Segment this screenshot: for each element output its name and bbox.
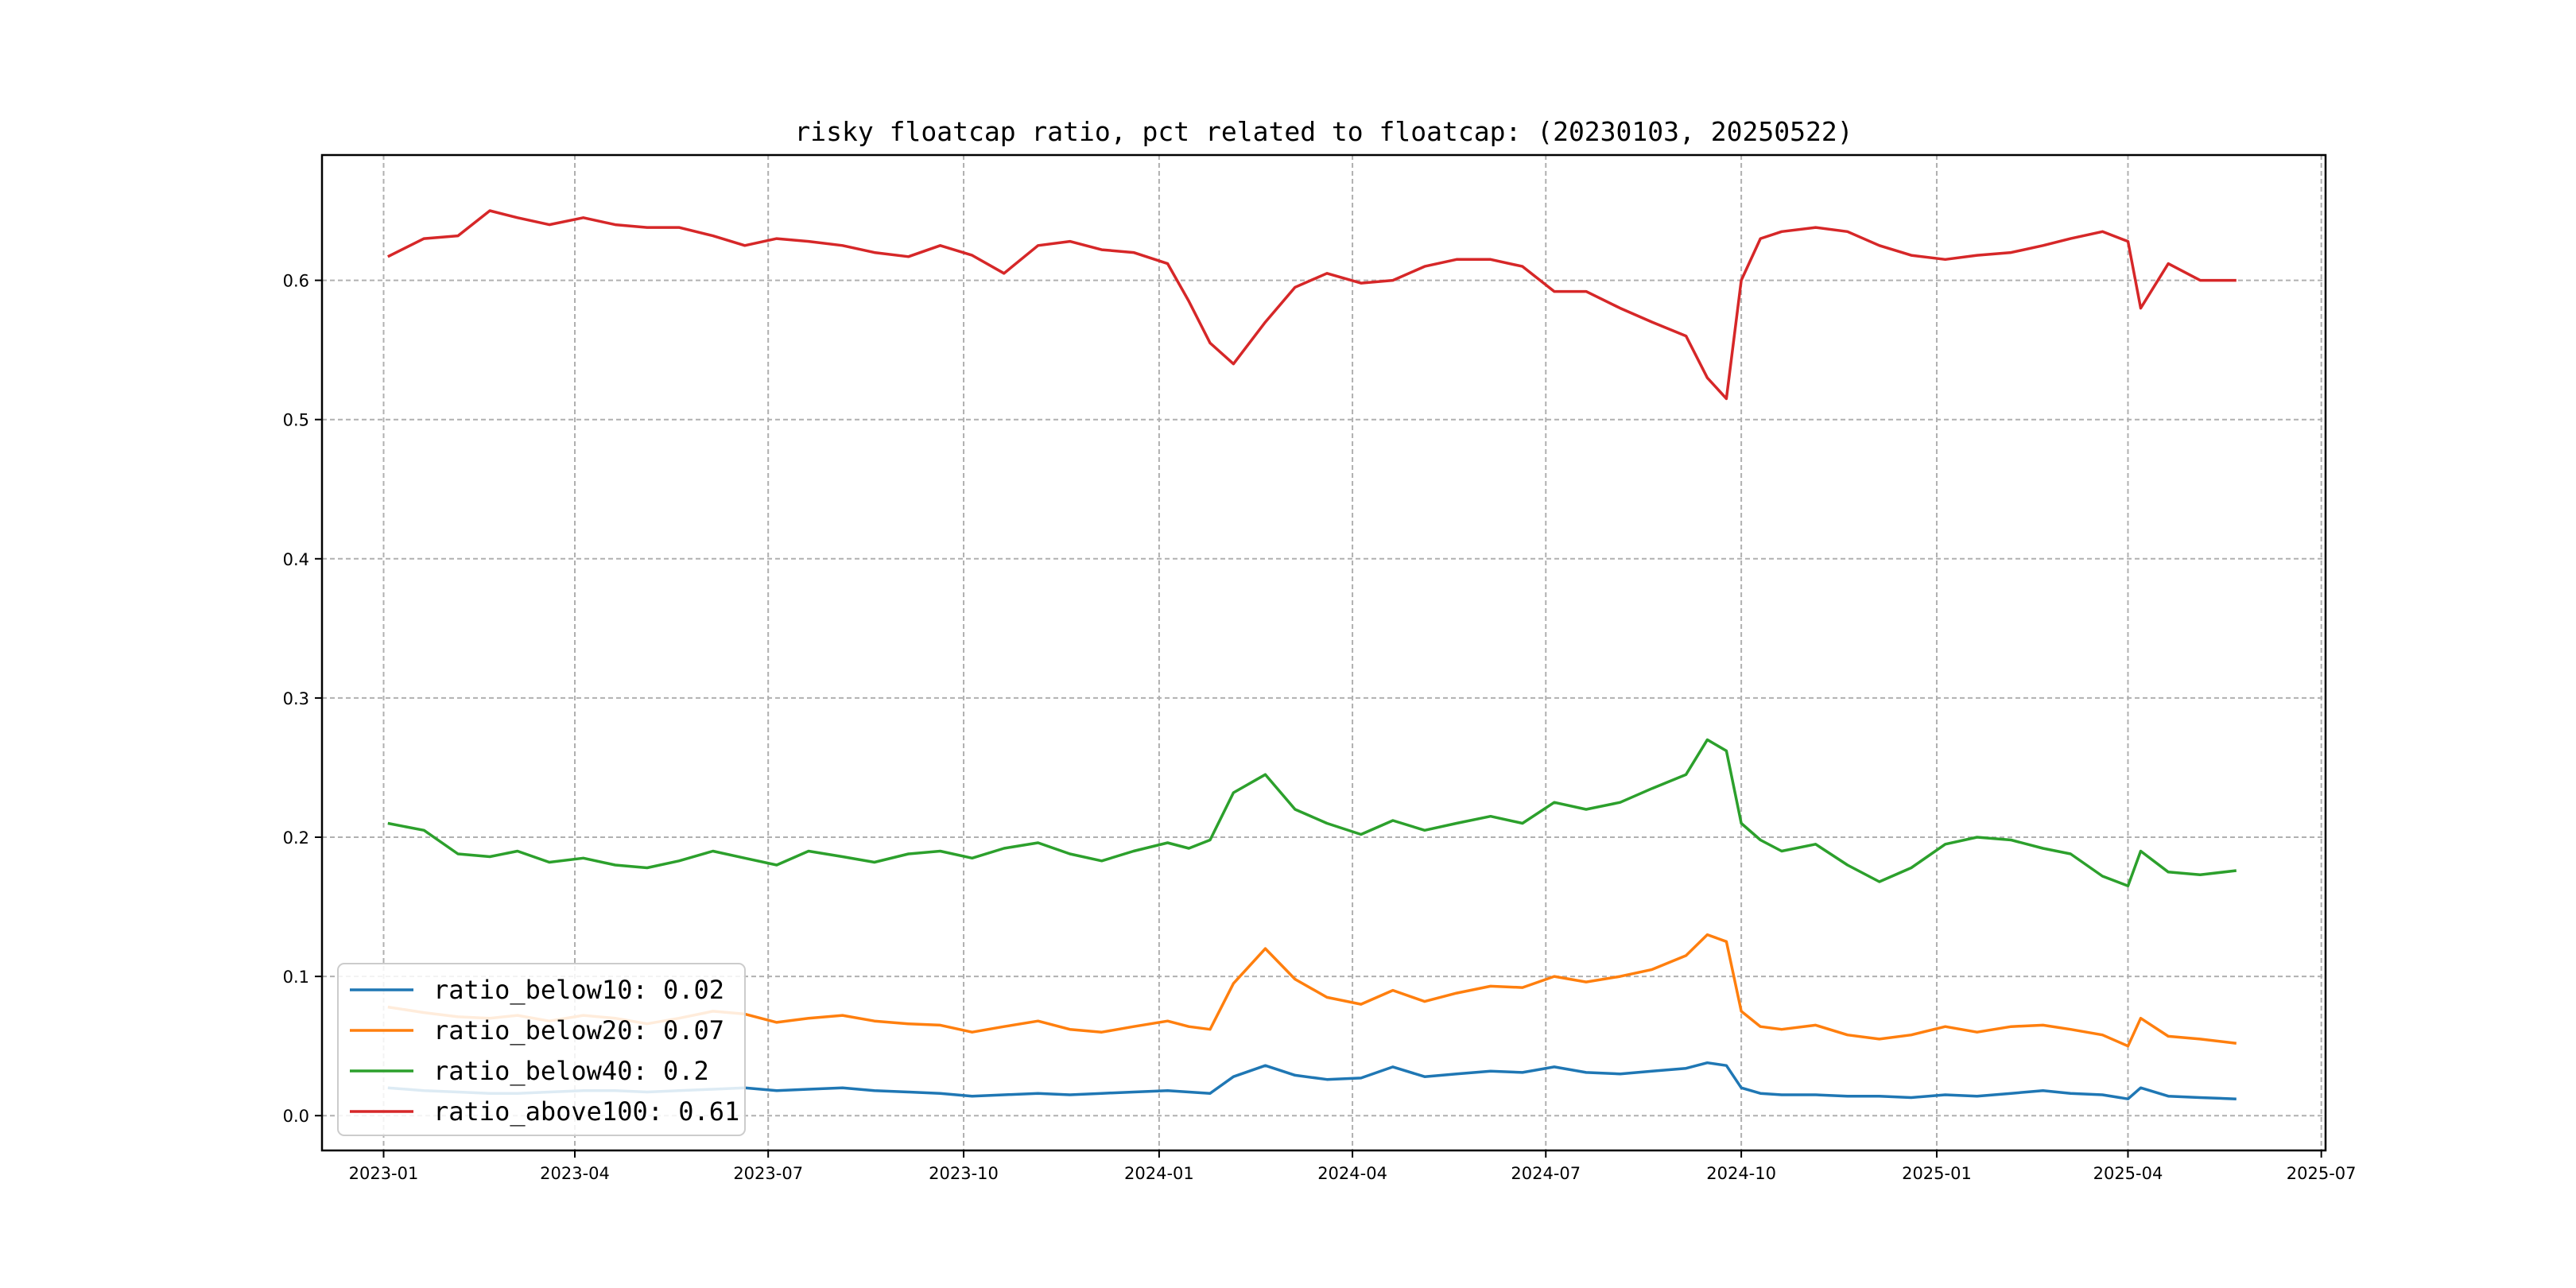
y-tick-label: 0.6 (283, 272, 309, 291)
x-tick-label: 2024-07 (1511, 1164, 1581, 1183)
chart-title: risky floatcap ratio, pct related to flo… (794, 116, 1852, 147)
y-tick-label: 0.4 (283, 550, 309, 569)
y-tick-label: 0.1 (283, 968, 309, 987)
legend-label: ratio_below40: 0.2 (433, 1056, 709, 1086)
y-tick-label: 0.0 (283, 1107, 309, 1126)
y-tick-label: 0.3 (283, 689, 309, 708)
plot-frame (320, 153, 2327, 1152)
legend-label: ratio_above100: 0.61 (433, 1096, 739, 1127)
series-line-4 (387, 209, 2237, 401)
x-tick-label: 2025-01 (1902, 1164, 1972, 1183)
y-tick-label: 0.2 (283, 828, 309, 848)
legend-frame (337, 963, 746, 1136)
x-tick-label: 2024-01 (1124, 1164, 1194, 1183)
x-tick-label: 2023-01 (349, 1164, 419, 1183)
x-tick-label: 2025-07 (2287, 1164, 2357, 1183)
axis-ticks: 2023-01 2023-04 2023-07 2023-10 2024-01 2024-… (283, 272, 2357, 1183)
legend-label: ratio_below20: 0.07 (433, 1015, 724, 1046)
x-tick-label: 2023-04 (540, 1164, 610, 1183)
series-line-3 (387, 738, 2237, 888)
y-tick-label: 0.5 (283, 411, 309, 430)
grid-lines (322, 155, 2326, 1150)
x-tick-label: 2023-07 (733, 1164, 803, 1183)
x-tick-label: 2025-04 (2093, 1164, 2163, 1183)
x-tick-label: 2024-04 (1317, 1164, 1387, 1183)
x-tick-label: 2024-10 (1706, 1164, 1776, 1183)
legend: ratio_below10: 0.02 ratio_below20: 0.07 ra… (337, 963, 746, 1136)
legend-label: ratio_below10: 0.02 (433, 975, 724, 1005)
x-tick-label: 2023-10 (929, 1164, 999, 1183)
